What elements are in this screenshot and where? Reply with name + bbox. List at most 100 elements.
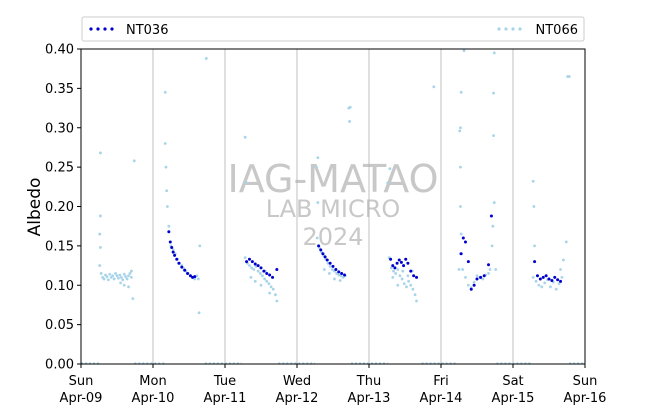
watermark-line2: LAB MICRO bbox=[266, 195, 401, 223]
point-nt066-145 bbox=[490, 244, 494, 248]
point-nt036-1 bbox=[168, 240, 172, 244]
point-nt036-10 bbox=[188, 274, 192, 278]
point-nt066-153 bbox=[533, 244, 536, 248]
point-nt066-146 bbox=[491, 224, 495, 228]
x-tick-day-4: Thu bbox=[356, 374, 381, 389]
point-nt066-85 bbox=[328, 264, 332, 268]
point-nt066-141 bbox=[481, 277, 485, 281]
point-nt036-14 bbox=[247, 257, 251, 261]
point-nt066-144 bbox=[488, 268, 492, 271]
point-nt036-4 bbox=[173, 253, 177, 257]
point-nt066-89 bbox=[337, 273, 341, 277]
x-tick-day-6: Sat bbox=[502, 374, 523, 389]
point-nt036-25 bbox=[319, 248, 323, 252]
point-nt066-91 bbox=[341, 275, 345, 279]
point-nt066-32 bbox=[130, 269, 133, 273]
point-nt066-116 bbox=[391, 275, 395, 279]
point-nt066-97 bbox=[328, 272, 331, 275]
point-nt036-59 bbox=[535, 274, 539, 278]
point-nt066-9 bbox=[112, 277, 116, 281]
x-tick-day-5: Fri bbox=[433, 374, 449, 389]
point-nt036-58 bbox=[533, 260, 537, 264]
point-nt066-66 bbox=[265, 279, 269, 283]
point-nt066-109 bbox=[407, 279, 410, 283]
x-tick-day-2: Tue bbox=[213, 374, 236, 389]
point-nt036-6 bbox=[177, 261, 181, 265]
watermark-line3: 2024 bbox=[302, 223, 363, 251]
point-nt066-11 bbox=[115, 274, 119, 278]
point-nt036-24 bbox=[317, 244, 321, 248]
point-nt066-36 bbox=[164, 165, 168, 169]
point-nt066-159 bbox=[543, 281, 547, 285]
point-nt066-113 bbox=[415, 299, 418, 303]
point-nt066-72 bbox=[243, 135, 247, 139]
legend-marker-0-dot-2 bbox=[103, 27, 107, 31]
point-nt066-25 bbox=[99, 214, 102, 218]
y-axis-label: Albedo bbox=[25, 178, 45, 237]
point-nt036-65 bbox=[553, 275, 557, 279]
x-tick-day-3: Wed bbox=[283, 374, 311, 389]
point-nt066-117 bbox=[396, 283, 400, 287]
point-nt066-62 bbox=[256, 269, 260, 273]
point-nt066-138 bbox=[472, 280, 476, 284]
point-nt066-130 bbox=[458, 129, 462, 133]
point-nt066-90 bbox=[339, 274, 343, 278]
y-tick-label-5: 0.25 bbox=[45, 161, 74, 176]
point-nt066-2 bbox=[102, 277, 106, 281]
legend-marker-0-dot-0 bbox=[89, 27, 93, 31]
point-nt036-15 bbox=[250, 260, 254, 264]
x-tick-day-7: Sun bbox=[573, 374, 598, 389]
x-tick-date-0: Apr-09 bbox=[60, 391, 103, 406]
point-nt036-22 bbox=[271, 275, 275, 279]
point-nt036-33 bbox=[340, 271, 344, 275]
point-nt066-84 bbox=[326, 261, 330, 265]
y-tick-label-2: 0.10 bbox=[45, 279, 74, 294]
point-nt066-165 bbox=[559, 268, 562, 271]
point-nt066-63 bbox=[258, 272, 262, 275]
point-nt066-75 bbox=[253, 279, 257, 283]
point-nt036-31 bbox=[334, 268, 338, 271]
point-nt036-30 bbox=[331, 264, 335, 268]
point-nt036-32 bbox=[337, 270, 341, 274]
point-nt066-166 bbox=[560, 275, 564, 279]
point-nt066-132 bbox=[459, 90, 463, 94]
point-nt066-27 bbox=[119, 281, 122, 285]
point-nt066-98 bbox=[333, 277, 336, 281]
x-tick-date-6: Apr-15 bbox=[492, 391, 535, 406]
point-nt066-152 bbox=[531, 275, 535, 279]
point-nt066-151 bbox=[494, 268, 498, 271]
point-nt066-19 bbox=[127, 274, 130, 278]
watermark-line1: IAG-MATAO bbox=[227, 157, 438, 201]
legend-marker-0-dot-1 bbox=[96, 27, 100, 31]
point-nt066-93 bbox=[316, 201, 320, 204]
point-nt066-143 bbox=[487, 272, 490, 275]
legend-marker-nt066 bbox=[497, 27, 522, 31]
legend-box bbox=[81, 16, 585, 42]
point-nt066-168 bbox=[564, 240, 568, 244]
x-tick-date-1: Apr-10 bbox=[132, 391, 175, 406]
x-tick-day-0: Sun bbox=[69, 374, 94, 389]
point-nt036-66 bbox=[556, 278, 560, 282]
legend-marker-1-dot-2 bbox=[511, 27, 515, 31]
point-nt036-43 bbox=[406, 261, 410, 265]
point-nt036-12 bbox=[193, 275, 197, 279]
legend-marker-0-dot-3 bbox=[110, 27, 114, 31]
point-nt066-133 bbox=[462, 49, 466, 52]
point-nt066-96 bbox=[322, 268, 326, 271]
point-nt036-18 bbox=[259, 266, 263, 270]
point-nt066-55 bbox=[204, 57, 208, 60]
point-nt066-78 bbox=[268, 291, 272, 295]
legend: NT036 NT066 bbox=[81, 16, 585, 42]
point-nt036-21 bbox=[268, 273, 272, 277]
point-nt036-57 bbox=[489, 214, 493, 218]
point-nt036-5 bbox=[175, 257, 179, 261]
point-nt066-114 bbox=[388, 167, 392, 171]
x-tick-date-2: Apr-11 bbox=[204, 391, 247, 406]
point-nt066-135 bbox=[464, 275, 467, 279]
y-tick-label-7: 0.35 bbox=[45, 82, 74, 97]
point-nt036-47 bbox=[459, 252, 463, 256]
point-nt066-164 bbox=[557, 282, 561, 286]
point-nt066-35 bbox=[165, 189, 169, 193]
point-nt036-39 bbox=[397, 258, 401, 262]
point-nt066-170 bbox=[567, 75, 571, 78]
